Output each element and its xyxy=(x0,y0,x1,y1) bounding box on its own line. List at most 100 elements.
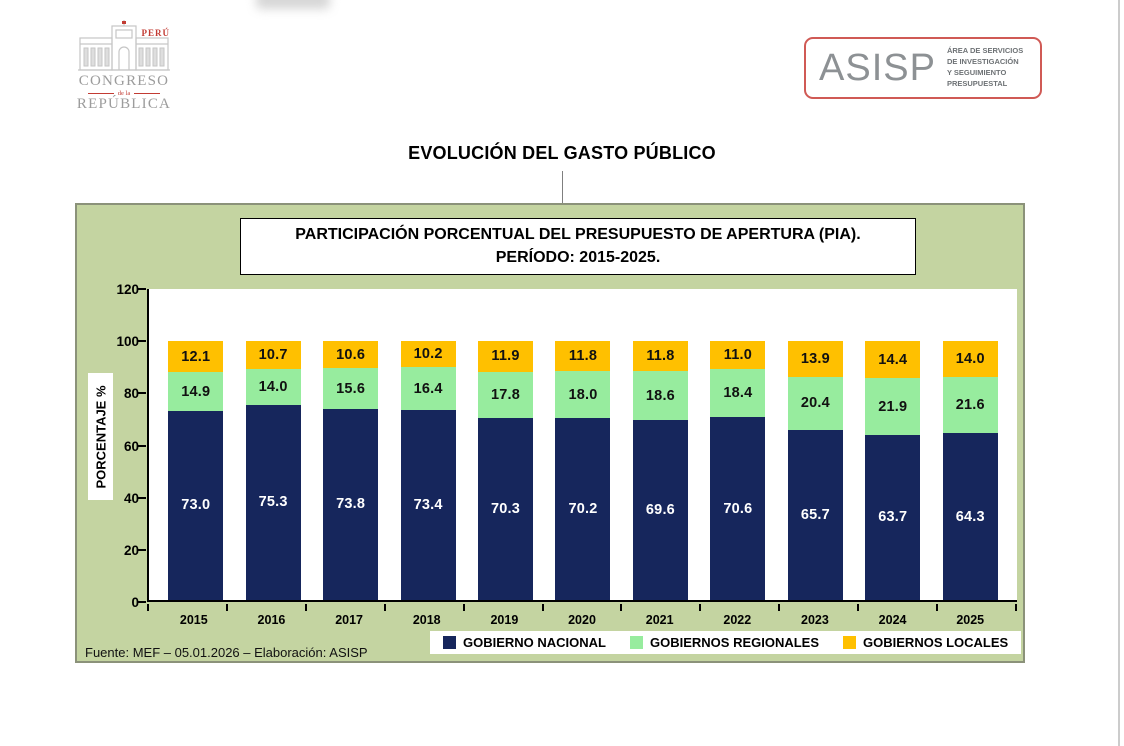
asisp-logo: ASISP ÁREA DE SERVICIOS DE INVESTIGACIÓN… xyxy=(804,37,1042,99)
x-axis-tick xyxy=(386,604,465,611)
y-axis-tick-100 xyxy=(138,340,146,343)
bar-value-label: 18.6 xyxy=(645,387,675,404)
bar-segment-gobierno-nacional-2015: 73.0 xyxy=(168,410,224,600)
bar-segment-gobierno-nacional-2023: 65.7 xyxy=(787,429,843,600)
bar-segment-gobierno-nacional-2018: 73.4 xyxy=(400,409,456,600)
y-axis-tick-60 xyxy=(138,444,146,447)
asisp-subtitle-line: PRESUPUESTAL xyxy=(946,78,1008,88)
y-axis-label-120: 120 xyxy=(116,282,139,297)
x-axis-label-2024: 2024 xyxy=(878,613,907,627)
chart-title-line1: PARTICIPACIÓN PORCENTUAL DEL PRESUPUESTO… xyxy=(295,226,861,243)
bar-value-label: 73.8 xyxy=(336,496,366,513)
bar-value-label: 64.3 xyxy=(955,508,985,525)
bar-value-label: 15.6 xyxy=(336,380,366,397)
bar-value-label: 13.9 xyxy=(800,350,830,367)
bar-segment-gobiernos-regionales-2016: 14.0 xyxy=(245,368,301,405)
bar-segment-gobierno-nacional-2017: 73.8 xyxy=(323,408,379,600)
bar-segment-gobiernos-regionales-2020: 18.0 xyxy=(555,371,611,419)
chart-title-box: PARTICIPACIÓN PORCENTUAL DEL PRESUPUESTO… xyxy=(240,218,916,276)
page-right-edge-line xyxy=(1118,0,1120,746)
x-axis-label-2016: 2016 xyxy=(257,613,286,627)
x-axis-label-2017: 2017 xyxy=(335,613,363,627)
y-axis-label-100: 100 xyxy=(116,334,139,350)
bar-value-label: 16.4 xyxy=(413,380,443,397)
x-axis-labels: 2015 2016 2017 2018 2019 2020 2021 2022 2023 2024… xyxy=(147,613,1017,627)
y-axis-label-60: 60 xyxy=(123,438,139,454)
x-axis-label-2025: 2025 xyxy=(956,613,985,627)
bar-value-label: 17.8 xyxy=(491,386,521,403)
x-axis-label-2022: 2022 xyxy=(723,613,752,627)
y-axis-tick-labels: 0 20 40 60 80 100 120 xyxy=(89,282,139,610)
y-axis-tick-40 xyxy=(138,496,146,499)
bar-segment-gobiernos-locales-2021: 11.8 xyxy=(632,340,688,372)
bar-segment-gobiernos-locales-2020: 11.8 xyxy=(555,340,611,372)
bars-row: 12.1 14.9 73.0 10.7 14.0 75.3 10.6 15.6 73.8 10.2… xyxy=(149,289,1017,600)
congreso-name-line3: REPÚBLICA xyxy=(76,95,172,112)
bar-value-label: 14.4 xyxy=(878,351,908,368)
asisp-acronym: ASISP xyxy=(819,47,936,89)
asisp-subtitle-line: Y SEGUIMIENTO xyxy=(946,68,1007,77)
legend-swatch-gobierno-nacional xyxy=(443,636,456,649)
legend-item-gobiernos-regionales: GOBIERNOS REGIONALES xyxy=(630,635,819,650)
asisp-subtitle-line: ÁREA DE SERVICIOS xyxy=(946,46,1024,56)
bar-value-label: 11.8 xyxy=(568,348,598,365)
x-axis-label-2023: 2023 xyxy=(801,613,829,627)
bar-segment-gobiernos-locales-2024: 14.4 xyxy=(865,340,921,379)
bar-value-label: 11.8 xyxy=(646,348,675,365)
bar-segment-gobierno-nacional-2016: 75.3 xyxy=(245,404,301,600)
bar-value-label: 73.4 xyxy=(413,496,443,513)
legend-swatch-gobiernos-locales xyxy=(843,636,857,649)
bar-segment-gobierno-nacional-2025: 64.3 xyxy=(942,433,998,600)
bar-slot-2024: 14.4 21.9 63.7 xyxy=(854,289,931,600)
x-axis-label-2015: 2015 xyxy=(179,613,208,627)
congreso-name-line1: CONGRESO xyxy=(78,73,170,89)
bar-value-label: 14.9 xyxy=(181,383,211,400)
bar-value-label: 14.0 xyxy=(955,351,985,368)
bar-value-label: 70.3 xyxy=(491,500,521,517)
congreso-name-line2: de la xyxy=(117,89,131,97)
congreso-country-label: PERÚ xyxy=(141,28,170,38)
bar-slot-2020: 11.8 18.0 70.2 xyxy=(544,289,621,600)
bar-segment-gobiernos-locales-2016: 10.7 xyxy=(245,340,301,369)
x-axis-tick xyxy=(228,604,307,611)
bar-segment-gobiernos-locales-2015: 12.1 xyxy=(168,340,224,373)
bar-segment-gobiernos-regionales-2023: 20.4 xyxy=(787,376,843,430)
bar-value-label: 63.7 xyxy=(878,509,908,526)
asisp-subtitle-line: DE INVESTIGACIÓN xyxy=(946,57,1019,67)
bar-segment-gobierno-nacional-2020: 70.2 xyxy=(555,418,611,600)
legend-swatch-gobiernos-regionales xyxy=(630,636,643,649)
y-axis-tick-0 xyxy=(138,601,146,603)
legend-item-gobierno-nacional: GOBIERNO NACIONAL xyxy=(443,635,606,650)
bar-segment-gobiernos-regionales-2019: 17.8 xyxy=(478,371,534,418)
bar-segment-gobiernos-locales-2023: 13.9 xyxy=(787,340,843,377)
bar-slot-2018: 10.2 16.4 73.4 xyxy=(389,289,466,600)
bar-slot-2021: 11.8 18.6 69.6 xyxy=(622,289,699,600)
window-top-shadow-artifact xyxy=(256,0,330,9)
congreso-name-line2-row: de la xyxy=(76,90,172,97)
bar-value-label: 65.7 xyxy=(800,506,830,523)
bar-slot-2016: 10.7 14.0 75.3 xyxy=(234,289,311,600)
bar-value-label: 70.2 xyxy=(568,501,598,518)
legend-label: GOBIERNOS LOCALES xyxy=(863,635,1009,650)
y-axis-label-0: 0 xyxy=(131,595,139,610)
bar-2023: 13.9 20.4 65.7 xyxy=(787,289,843,600)
asisp-subtitle: ÁREA DE SERVICIOS DE INVESTIGACIÓN Y SEG… xyxy=(947,46,1023,90)
y-axis-tick-20 xyxy=(138,548,146,551)
bar-value-label: 73.0 xyxy=(181,497,211,514)
x-axis-tick xyxy=(859,604,939,611)
bar-2021: 11.8 18.6 69.6 xyxy=(632,289,688,600)
bar-segment-gobiernos-regionales-2022: 18.4 xyxy=(710,369,766,418)
chart-legend: GOBIERNO NACIONAL GOBIERNOS REGIONALES GOB… xyxy=(430,631,1022,654)
bar-segment-gobierno-nacional-2022: 70.6 xyxy=(710,417,766,600)
source-note: Fuente: MEF – 05.01.2026 – Elaboración: … xyxy=(85,645,368,660)
x-axis-tick xyxy=(465,604,544,611)
y-axis-tick-120 xyxy=(138,288,146,290)
bar-segment-gobiernos-regionales-2025: 21.6 xyxy=(942,377,998,434)
legend-item-gobiernos-locales: GOBIERNOS LOCALES xyxy=(843,635,1008,650)
y-axis-label-80: 80 xyxy=(123,386,139,402)
right-rule xyxy=(134,92,161,94)
x-axis-tick xyxy=(544,604,623,611)
x-axis-tick xyxy=(307,604,386,611)
bar-segment-gobiernos-regionales-2021: 18.6 xyxy=(632,371,688,420)
x-axis-label-2019: 2019 xyxy=(490,613,519,627)
